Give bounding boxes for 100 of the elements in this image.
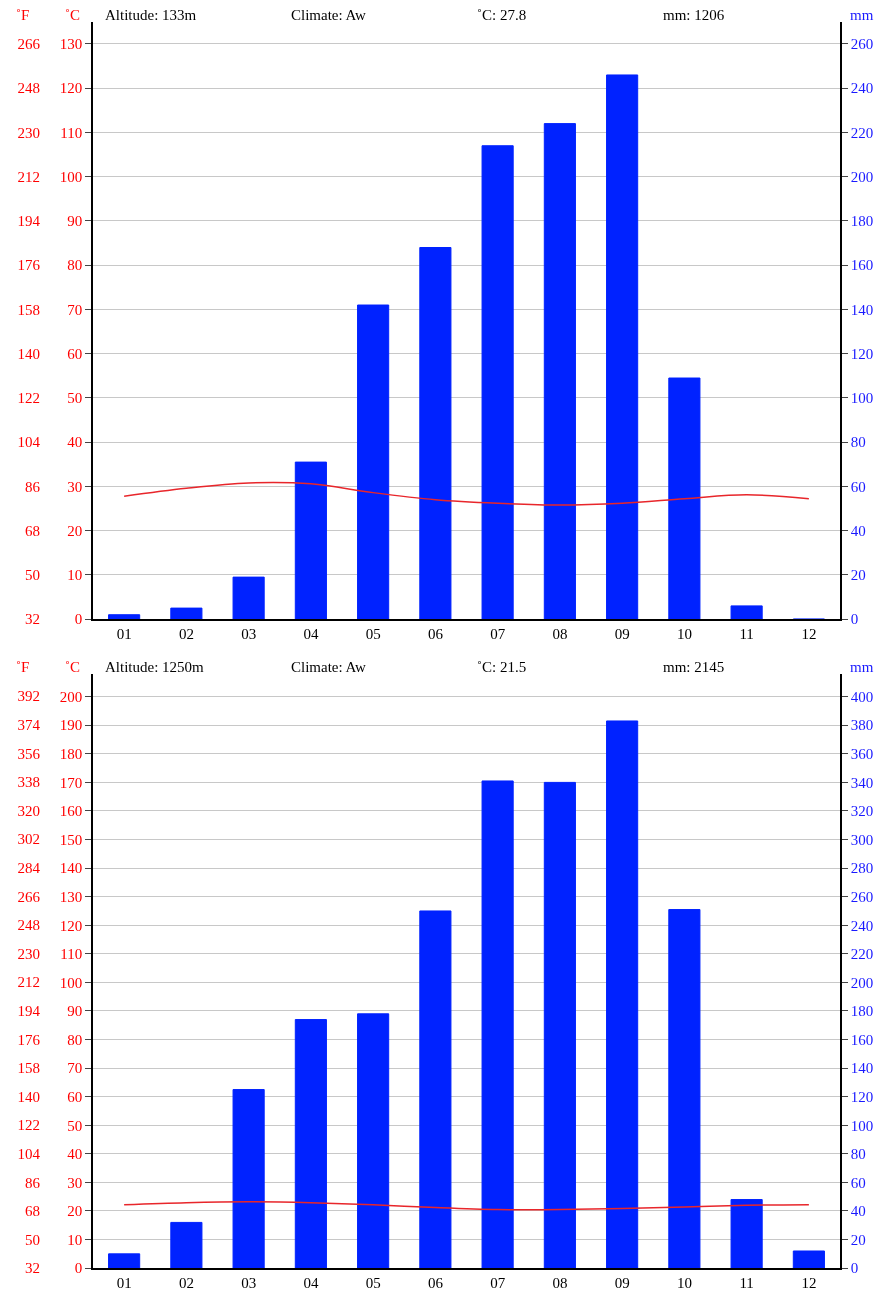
y2-axis-title: mm	[850, 7, 874, 23]
bar	[730, 605, 763, 620]
x-tick-label: 03	[241, 625, 257, 642]
annotation: Climate: Aw	[291, 7, 367, 23]
bar	[668, 909, 701, 1269]
y3-tick-label: 230	[17, 945, 40, 962]
y2-tick-label: 220	[850, 124, 874, 141]
x-tick-label: 11	[739, 625, 754, 642]
y-tick-label: 100	[59, 168, 83, 185]
y-tick-label: 70	[67, 301, 83, 318]
bar	[357, 304, 390, 620]
y3-tick-label: 212	[17, 974, 40, 991]
y3-tick-label: 374	[17, 716, 41, 733]
line-series	[123, 1201, 810, 1211]
x-tick-label: 06	[427, 1274, 444, 1291]
y-tick-label: 180	[59, 746, 83, 763]
y-tick-label: 70	[67, 1060, 83, 1077]
bar	[606, 720, 639, 1269]
y2-tick-label: 60	[850, 1174, 866, 1191]
x-tick-label: 06	[427, 625, 444, 642]
bar	[481, 780, 514, 1269]
y-tick-label: 50	[67, 1117, 83, 1134]
y-tick-label: 90	[67, 213, 83, 230]
y3-tick-label: 194	[17, 213, 41, 230]
y3-tick-label: 32	[25, 1260, 40, 1277]
bar	[232, 576, 265, 620]
y2-tick-label: 280	[850, 860, 874, 877]
y-tick-label: 20	[67, 522, 83, 539]
y2-tick-label: 260	[850, 888, 874, 905]
y3-tick-label: 158	[17, 1060, 40, 1077]
bar	[543, 781, 576, 1269]
y2-tick-label: 340	[850, 774, 874, 791]
y3-tick-label: 194	[17, 1002, 41, 1019]
y-tick-label: 30	[67, 478, 83, 495]
bar	[668, 377, 701, 620]
y3-tick-label: 32	[25, 611, 40, 628]
line-series	[123, 481, 810, 506]
y3-tick-label: 356	[17, 745, 41, 762]
x-tick-label: 02	[178, 1274, 194, 1291]
y3-tick-label: 176	[17, 1031, 41, 1048]
y-tick-label: 110	[60, 946, 83, 963]
x-tick-label: 01	[116, 625, 132, 642]
y2-tick-label: 20	[850, 1231, 866, 1248]
y2-tick-label: 120	[850, 1088, 874, 1105]
y3-tick-label: 86	[25, 478, 41, 495]
y-tick-label: 40	[67, 434, 83, 451]
y-tick-label: 80	[67, 257, 83, 274]
x-tick-label: 12	[801, 625, 817, 642]
y2-tick-label: 100	[850, 390, 874, 407]
y2-axis-title: mm	[850, 659, 874, 675]
y2-tick-label: 100	[850, 1117, 874, 1134]
y2-tick-label: 160	[850, 257, 874, 274]
y3-tick-label: 104	[17, 434, 41, 451]
y2-tick-label: 260	[850, 36, 874, 53]
y-tick-label: 130	[59, 888, 83, 905]
bar	[108, 614, 141, 620]
bar	[294, 1019, 327, 1269]
y3-tick-label: 50	[25, 567, 40, 584]
y3-tick-label: 158	[17, 301, 40, 318]
y2-tick-label: 0	[850, 1260, 859, 1277]
y-tick-label: 80	[67, 1031, 83, 1048]
y-axis-title: ˚C	[65, 7, 80, 23]
bar	[232, 1089, 265, 1269]
annotation: mm: 1206	[663, 7, 725, 23]
x-tick-label: 08	[552, 625, 568, 642]
y-tick-label: 40	[67, 1146, 83, 1163]
y3-tick-label: 338	[17, 774, 40, 791]
annotation: Altitude: 1250m	[105, 659, 205, 675]
x-tick-label: 07	[490, 1274, 506, 1291]
x-tick-label: 09	[614, 625, 630, 642]
y2-tick-label: 120	[850, 345, 874, 362]
x-tick-label: 12	[801, 1274, 817, 1291]
y2-tick-label: 200	[850, 974, 874, 991]
y-tick-label: 0	[74, 1260, 83, 1277]
y2-tick-label: 360	[850, 746, 874, 763]
x-tick-label: 10	[676, 1274, 692, 1291]
y3-tick-label: 68	[25, 522, 40, 539]
y3-tick-label: 140	[17, 1088, 40, 1105]
y3-tick-label: 302	[17, 831, 40, 848]
x-tick-label: 05	[365, 1274, 381, 1291]
y2-tick-label: 240	[850, 80, 874, 97]
bar	[730, 1199, 763, 1269]
y3-tick-label: 266	[17, 36, 41, 53]
y3-tick-label: 320	[17, 802, 40, 819]
bar	[419, 910, 452, 1269]
y-tick-label: 0	[74, 611, 83, 628]
bar	[606, 74, 639, 620]
y-tick-label: 120	[59, 80, 83, 97]
y-tick-label: 10	[67, 567, 83, 584]
x-tick-label: 09	[614, 1274, 630, 1291]
y3-tick-label: 122	[17, 1117, 40, 1134]
bar	[543, 123, 576, 620]
x-tick-label: 05	[365, 625, 381, 642]
y2-tick-label: 240	[850, 917, 874, 934]
y2-tick-label: 20	[850, 567, 866, 584]
y-tick-label: 170	[59, 774, 83, 791]
bar	[170, 607, 203, 620]
y3-tick-label: 122	[17, 390, 40, 407]
y3-axis-title: ˚F	[16, 659, 30, 675]
y2-tick-label: 40	[850, 522, 866, 539]
